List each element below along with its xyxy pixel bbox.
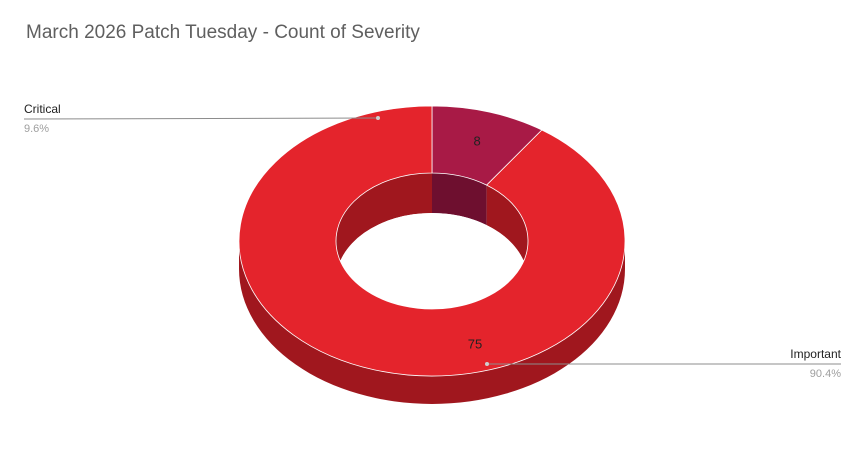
slice-value-important: 75 xyxy=(468,336,482,351)
callout-dot-critical xyxy=(376,116,380,120)
callout-legend: Critical 9.6% Important 90.4% xyxy=(23,102,842,380)
legend-label-important: Important xyxy=(790,347,841,361)
side-wall-important xyxy=(239,241,625,404)
slice-value-critical: 8 xyxy=(473,134,480,149)
chart-title: March 2026 Patch Tuesday - Count of Seve… xyxy=(26,22,420,43)
inner-wall-important xyxy=(336,173,432,281)
legend-label-critical: Critical xyxy=(24,102,61,116)
legend-percent-important: 90.4% xyxy=(810,368,841,380)
slice-value-labels: 8 75 xyxy=(468,134,482,352)
donut-side-walls xyxy=(239,241,625,404)
callout-line-critical xyxy=(23,117,379,120)
callout-dot-important xyxy=(485,362,489,366)
slice-important xyxy=(238,105,626,377)
donut-top-faces xyxy=(238,105,626,377)
callout-critical: Critical 9.6% xyxy=(23,102,380,135)
legend-percent-critical: 9.6% xyxy=(24,123,49,135)
callout-important: Important 90.4% xyxy=(485,347,842,380)
inner-wall-important xyxy=(486,185,528,281)
inner-wall-critical xyxy=(432,173,487,226)
